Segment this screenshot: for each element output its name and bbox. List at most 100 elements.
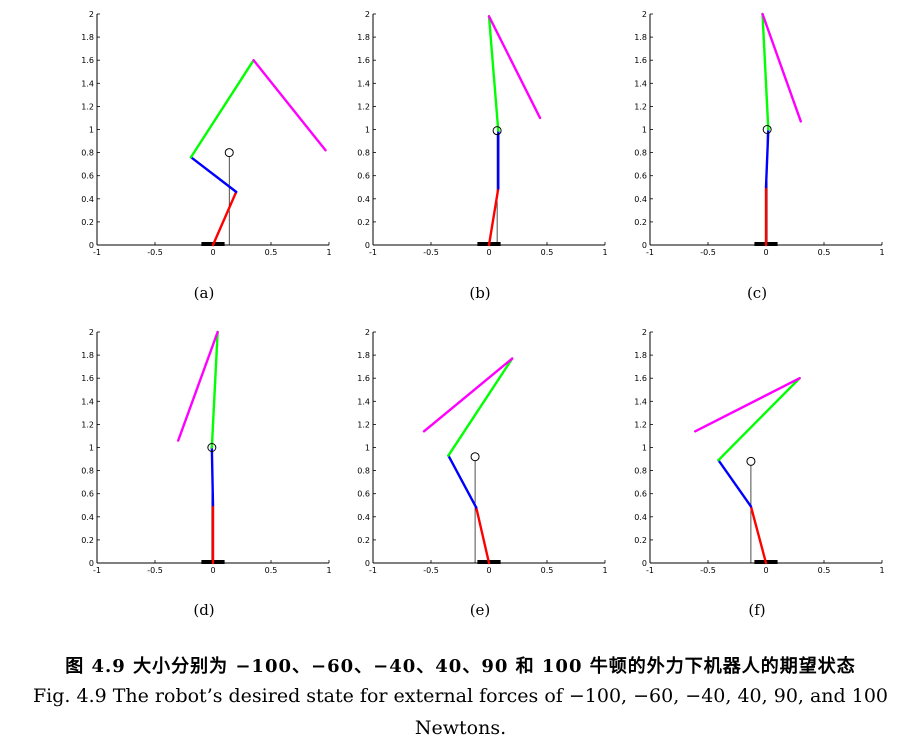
y-tick-label: 1.4 <box>634 397 647 406</box>
y-tick-label: 0 <box>365 241 370 250</box>
x-tick-label: -1 <box>93 566 101 575</box>
y-tick-label: 0.8 <box>634 467 647 476</box>
center-of-mass-marker <box>207 443 217 452</box>
x-tick-label: 0 <box>763 248 768 257</box>
x-tick-label: 0 <box>210 566 215 575</box>
x-tick-label: 1 <box>879 248 884 257</box>
subplot-a: -1 -0.5 0 0.5 1 0 0.2 0.4 0.6 0.8 1 1.2 1.4 1.6 1.8 2 <box>72 2 332 262</box>
segment-shank <box>475 506 491 565</box>
subplot-f: -1 -0.5 0 0.5 1 0 0.2 0.4 0.6 0.8 1 1.2 1.4 1.6 1.8 2 <box>625 320 885 580</box>
segment-torso <box>761 12 770 131</box>
y-tick-label: 0.6 <box>357 490 370 499</box>
center-of-mass-marker <box>746 456 756 466</box>
y-tick-label: 1.2 <box>634 102 647 111</box>
y-tick-label: 0.6 <box>81 490 94 499</box>
y-tick-label: 0.4 <box>81 195 94 204</box>
y-tick-label: 1 <box>365 126 370 135</box>
segment-thigh <box>189 156 238 194</box>
subplot-d: -1 -0.5 0 0.5 1 0 0.2 0.4 0.6 0.8 1 1.2 1.4 1.6 1.8 2 <box>72 320 332 580</box>
y-tick-label: 1.6 <box>81 56 94 65</box>
y-tick-label: 1.4 <box>357 79 370 88</box>
segment-torso <box>447 357 514 457</box>
y-tick-label: 1.4 <box>634 79 647 88</box>
y-tick-label: 1.2 <box>634 420 647 429</box>
y-tick-label: 1.6 <box>634 374 647 383</box>
segment-arm <box>176 330 219 442</box>
x-tick-label: 0.5 <box>818 248 831 257</box>
center-of-mass-marker <box>762 125 772 134</box>
y-tick-label: 0.8 <box>81 149 94 158</box>
segment-shank <box>487 187 500 247</box>
subplot-label-d: (d) <box>193 601 215 619</box>
x-tick-label: -0.5 <box>147 248 163 257</box>
segment-torso <box>210 330 219 449</box>
x-tick-label: 0 <box>486 248 491 257</box>
segment-arm <box>487 15 542 120</box>
x-tick-label: 1 <box>326 248 331 257</box>
plot-svg-a: -1 -0.5 0 0.5 1 0 0.2 0.4 0.6 0.8 1 1.2 1.4 1.6 1.8 2 <box>81 10 331 257</box>
plot-svg-b: -1 -0.5 0 0.5 1 0 0.2 0.4 0.6 0.8 1 1.2 1.4 1.6 1.8 2 <box>357 10 607 257</box>
segment-arm <box>422 357 514 433</box>
y-tick-label: 1.2 <box>357 102 370 111</box>
x-tick-label: 0.5 <box>541 248 554 257</box>
y-tick-label: 1.4 <box>81 397 94 406</box>
y-tick-label: 0 <box>89 241 94 250</box>
plot-svg-e: -1 -0.5 0 0.5 1 0 0.2 0.4 0.6 0.8 1 1.2 1.4 1.6 1.8 2 <box>357 328 607 575</box>
x-tick-label: 0 <box>763 566 768 575</box>
y-tick-label: 1.8 <box>634 351 647 360</box>
y-tick-label: 1 <box>642 126 647 135</box>
segment-thigh <box>764 128 770 189</box>
subplot-b: -1 -0.5 0 0.5 1 0 0.2 0.4 0.6 0.8 1 1.2 1.4 1.6 1.8 2 <box>348 2 608 262</box>
y-tick-label: 0.6 <box>634 490 647 499</box>
y-tick-label: 1 <box>365 444 370 453</box>
y-tick-label: 0.8 <box>81 467 94 476</box>
y-tick-label: 0.6 <box>81 172 94 181</box>
segment-shank <box>211 190 238 247</box>
subplot-label-c: (c) <box>746 284 768 302</box>
y-tick-label: 0 <box>89 559 94 568</box>
x-tick-label: 1 <box>602 248 607 257</box>
y-tick-label: 1 <box>642 444 647 453</box>
y-tick-label: 1.8 <box>634 33 647 42</box>
y-tick-label: 1.6 <box>357 374 370 383</box>
y-tick-label: 0.8 <box>634 149 647 158</box>
y-tick-label: 0.2 <box>634 536 647 545</box>
x-tick-label: -0.5 <box>147 566 163 575</box>
y-tick-label: 0.4 <box>81 513 94 522</box>
y-tick-label: 1.8 <box>357 33 370 42</box>
center-of-mass-marker <box>224 148 234 158</box>
y-tick-label: 0.4 <box>634 513 647 522</box>
y-tick-label: 1.8 <box>81 33 94 42</box>
y-tick-label: 0.8 <box>357 467 370 476</box>
caption-english: Fig. 4.9 The robot’s desired state for e… <box>32 685 889 707</box>
segment-torso <box>189 59 255 159</box>
x-tick-label: 0.5 <box>265 248 278 257</box>
x-tick-label: -1 <box>646 248 654 257</box>
subplot-label-e: (e) <box>469 601 491 619</box>
y-tick-label: 0.2 <box>357 218 370 227</box>
y-tick-label: 1 <box>89 444 94 453</box>
subplot-label-f: (f) <box>748 601 766 619</box>
subplot-label-a: (a) <box>193 284 215 302</box>
x-tick-label: -1 <box>369 248 377 257</box>
segment-thigh <box>210 446 215 507</box>
y-tick-label: 1.6 <box>634 56 647 65</box>
segment-thigh <box>447 454 478 509</box>
x-tick-label: -0.5 <box>700 248 716 257</box>
y-tick-label: 0.4 <box>634 195 647 204</box>
y-tick-label: 1.8 <box>81 351 94 360</box>
y-tick-label: 1.4 <box>357 397 370 406</box>
center-of-mass-marker <box>492 126 502 136</box>
y-tick-label: 2 <box>365 10 370 19</box>
y-tick-label: 1.6 <box>357 56 370 65</box>
y-tick-label: 0.2 <box>634 218 647 227</box>
x-tick-label: -0.5 <box>700 566 716 575</box>
y-tick-label: 0.2 <box>81 218 94 227</box>
x-tick-label: -1 <box>369 566 377 575</box>
x-tick-label: 0.5 <box>541 566 554 575</box>
center-of-mass-marker <box>470 452 480 462</box>
x-tick-label: 1 <box>602 566 607 575</box>
x-tick-label: 1 <box>879 566 884 575</box>
segment-shank <box>749 505 768 565</box>
y-tick-label: 1.6 <box>81 374 94 383</box>
